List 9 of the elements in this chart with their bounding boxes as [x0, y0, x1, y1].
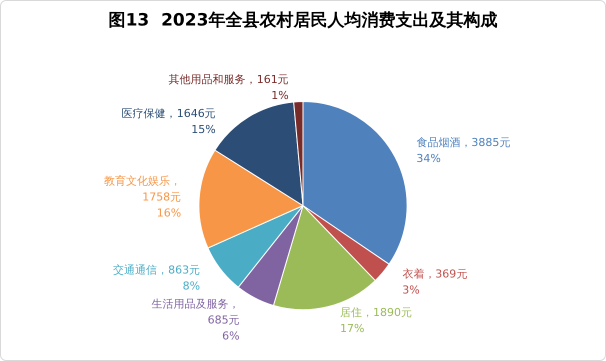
slice-label: 居住，1890元 17% — [340, 306, 412, 335]
slice-label: 其他用品和服务，161元 1% — [168, 73, 289, 102]
slice-label: 交通通信，863元 8% — [113, 264, 200, 293]
slice-label: 教育文化娱乐， 1758元 16% — [104, 174, 182, 220]
slice-label: 生活用品及服务， 685元 6% — [152, 298, 240, 343]
chart-title: 图13 2023年全县农村居民人均消费支出及其构成 — [108, 10, 498, 30]
slice-label: 食品烟酒，3885元 34% — [416, 136, 510, 165]
slice-label: 衣着，369元 3% — [402, 267, 468, 296]
slice-label: 医疗保健，1646元 15% — [122, 107, 216, 136]
